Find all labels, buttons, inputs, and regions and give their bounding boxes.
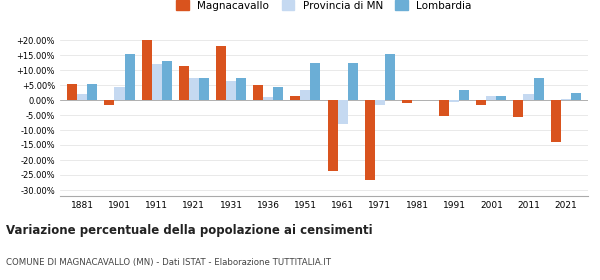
Bar [449,100,459,102]
Bar [459,90,469,100]
Bar [514,100,523,116]
Bar [290,95,301,100]
Bar [273,87,283,100]
Bar [551,100,560,142]
Bar [496,95,506,100]
Bar [142,40,152,100]
Bar [476,100,487,104]
Bar [375,100,385,104]
Bar [216,46,226,100]
Bar [402,100,412,103]
Bar [104,100,115,104]
Bar [179,66,189,100]
Bar [77,94,88,100]
Bar [328,100,338,171]
Bar [67,83,77,100]
Bar [347,62,358,100]
Legend: Magnacavallo, Provincia di MN, Lombardia: Magnacavallo, Provincia di MN, Lombardia [172,0,476,15]
Bar [236,78,246,100]
Bar [115,87,125,100]
Bar [310,62,320,100]
Bar [253,85,263,100]
Bar [560,99,571,100]
Bar [199,78,209,100]
Bar [571,92,581,100]
Text: COMUNE DI MAGNACAVALLO (MN) - Dati ISTAT - Elaborazione TUTTITALIA.IT: COMUNE DI MAGNACAVALLO (MN) - Dati ISTAT… [6,258,331,267]
Bar [523,94,533,100]
Bar [533,78,544,100]
Bar [161,61,172,100]
Bar [226,81,236,100]
Bar [301,90,310,100]
Bar [385,53,395,100]
Bar [263,97,273,100]
Bar [365,100,375,179]
Bar [88,83,97,100]
Bar [439,100,449,116]
Bar [487,95,496,100]
Bar [125,53,134,100]
Text: Variazione percentuale della popolazione ai censimenti: Variazione percentuale della popolazione… [6,224,373,237]
Bar [152,64,161,100]
Bar [338,100,347,124]
Bar [189,78,199,100]
